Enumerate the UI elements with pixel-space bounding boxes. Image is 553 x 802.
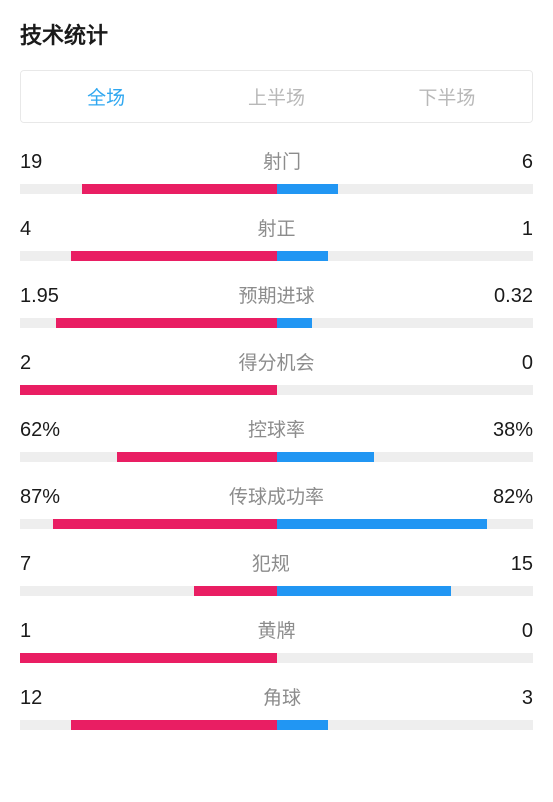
bar-left-track <box>20 452 277 462</box>
stat-left-value: 12 <box>20 687 42 710</box>
bar-left-track <box>20 653 277 663</box>
stat-right-value: 0.32 <box>494 285 533 308</box>
tab-0[interactable]: 全场 <box>21 71 191 122</box>
stat-right-value: 3 <box>522 687 533 710</box>
stat-label: 黄牌 <box>257 616 295 643</box>
bar-right-fill <box>277 519 487 529</box>
bar-left-fill <box>71 251 276 261</box>
stat-bars <box>20 653 533 663</box>
stat-header: 12 角球 3 <box>20 683 533 710</box>
stat-row: 62% 控球率 38% <box>20 415 533 462</box>
bar-left-fill <box>53 519 276 529</box>
bar-left-fill <box>71 720 276 730</box>
stat-right-value: 15 <box>511 553 533 576</box>
stat-left-value: 2 <box>20 352 31 375</box>
tab-2[interactable]: 下半场 <box>362 71 532 122</box>
stat-left-value: 1 <box>20 620 31 643</box>
bar-left-fill <box>20 653 277 663</box>
page-title: 技术统计 <box>20 18 533 50</box>
stat-right-value: 0 <box>522 352 533 375</box>
bar-right-fill <box>277 318 313 328</box>
stat-header: 1.95 预期进球 0.32 <box>20 281 533 308</box>
stat-row: 12 角球 3 <box>20 683 533 730</box>
bar-left-track <box>20 385 277 395</box>
stat-left-value: 19 <box>20 151 42 174</box>
stat-label: 角球 <box>263 683 301 710</box>
stat-header: 19 射门 6 <box>20 147 533 174</box>
stat-right-value: 6 <box>522 151 533 174</box>
stat-row: 2 得分机会 0 <box>20 348 533 395</box>
stat-header: 62% 控球率 38% <box>20 415 533 442</box>
bar-left-fill <box>82 184 277 194</box>
stat-left-value: 62% <box>20 419 60 442</box>
stat-row: 7 犯规 15 <box>20 549 533 596</box>
stat-right-value: 0 <box>522 620 533 643</box>
bar-right-fill <box>277 586 451 596</box>
stat-bars <box>20 385 533 395</box>
stat-row: 19 射门 6 <box>20 147 533 194</box>
bar-left-track <box>20 720 277 730</box>
stat-row: 1.95 预期进球 0.32 <box>20 281 533 328</box>
bar-right-fill <box>277 720 328 730</box>
stat-bars <box>20 452 533 462</box>
bar-right-track <box>277 318 534 328</box>
bar-left-fill <box>56 318 277 328</box>
bar-left-track <box>20 184 277 194</box>
stat-label: 预期进球 <box>238 281 314 308</box>
stat-left-value: 87% <box>20 486 60 509</box>
tab-1[interactable]: 上半场 <box>191 71 361 122</box>
bar-left-fill <box>20 385 277 395</box>
stat-header: 7 犯规 15 <box>20 549 533 576</box>
bar-right-fill <box>277 452 374 462</box>
stat-header: 2 得分机会 0 <box>20 348 533 375</box>
tabs-container: 全场上半场下半场 <box>20 70 533 123</box>
bar-right-track <box>277 653 534 663</box>
stat-header: 1 黄牌 0 <box>20 616 533 643</box>
bar-right-track <box>277 720 534 730</box>
stat-label: 射门 <box>263 147 301 174</box>
stats-container: 19 射门 6 4 射正 1 1.95 预期进球 0.32 2 得分机会 0 62% 控球率 38% 87% 传… <box>20 147 533 730</box>
stat-label: 犯规 <box>252 549 290 576</box>
stat-right-value: 82% <box>493 486 533 509</box>
bar-left-fill <box>194 586 276 596</box>
stat-label: 射正 <box>257 214 295 241</box>
stat-label: 传球成功率 <box>229 482 324 509</box>
stat-left-value: 4 <box>20 218 31 241</box>
bar-left-track <box>20 519 277 529</box>
bar-right-fill <box>277 251 328 261</box>
stat-header: 4 射正 1 <box>20 214 533 241</box>
stat-row: 4 射正 1 <box>20 214 533 261</box>
stat-bars <box>20 519 533 529</box>
stat-left-value: 7 <box>20 553 31 576</box>
stat-label: 控球率 <box>248 415 305 442</box>
stat-label: 得分机会 <box>238 348 314 375</box>
bar-right-track <box>277 184 534 194</box>
stat-header: 87% 传球成功率 82% <box>20 482 533 509</box>
bar-right-track <box>277 586 534 596</box>
stat-bars <box>20 318 533 328</box>
bar-right-track <box>277 519 534 529</box>
bar-left-track <box>20 586 277 596</box>
stat-row: 1 黄牌 0 <box>20 616 533 663</box>
stat-row: 87% 传球成功率 82% <box>20 482 533 529</box>
stat-right-value: 38% <box>493 419 533 442</box>
stat-bars <box>20 586 533 596</box>
bar-left-fill <box>117 452 276 462</box>
stat-bars <box>20 184 533 194</box>
stat-left-value: 1.95 <box>20 285 59 308</box>
stat-right-value: 1 <box>522 218 533 241</box>
bar-left-track <box>20 318 277 328</box>
stat-bars <box>20 720 533 730</box>
stat-bars <box>20 251 533 261</box>
bar-right-track <box>277 385 534 395</box>
bar-left-track <box>20 251 277 261</box>
bar-right-track <box>277 251 534 261</box>
bar-right-track <box>277 452 534 462</box>
bar-right-fill <box>277 184 339 194</box>
